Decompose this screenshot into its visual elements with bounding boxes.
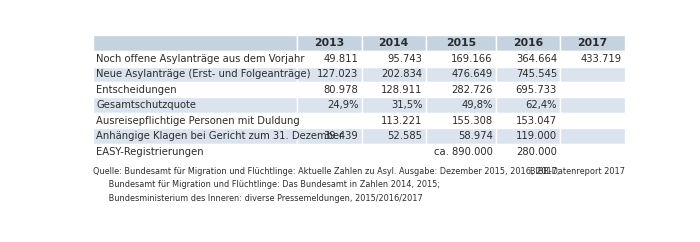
Text: Bundesministerium des Inneren: diverse Pressemeldungen, 2015/2016/2017: Bundesministerium des Inneren: diverse P… [93,194,423,203]
Text: 113.221: 113.221 [382,116,423,126]
Bar [496,82,560,98]
Text: Anhängige Klagen bei Gericht zum 31. Dezember: Anhängige Klagen bei Gericht zum 31. Dez… [96,131,343,141]
Bar [298,82,361,98]
Text: 31,5%: 31,5% [391,100,423,110]
Text: 127.023: 127.023 [317,69,358,79]
Bar [298,98,361,113]
Bar [361,51,426,67]
Bar [298,35,361,51]
Bar [361,129,426,144]
Bar [298,51,361,67]
Bar [560,129,624,144]
Bar [93,144,298,159]
Bar [298,144,361,159]
Bar [361,82,426,98]
Bar [426,67,496,82]
Bar [361,113,426,129]
Text: 153.047: 153.047 [516,116,557,126]
Text: 282.726: 282.726 [452,85,493,95]
Text: 119.000: 119.000 [516,131,557,141]
Bar [496,35,560,51]
Text: 2015: 2015 [446,38,476,48]
Bar [93,82,298,98]
Bar [560,51,624,67]
Bar [560,35,624,51]
Bar [560,67,624,82]
Text: 39.439: 39.439 [323,131,358,141]
Text: 58.974: 58.974 [458,131,493,141]
Text: 433.719: 433.719 [580,54,622,64]
Text: 128.911: 128.911 [382,85,423,95]
Text: 52.585: 52.585 [388,131,423,141]
Bar [426,129,496,144]
Text: Quelle: Bundesamt für Migration und Flüchtlinge: Aktuelle Zahlen zu Asyl. Ausgab: Quelle: Bundesamt für Migration und Flüc… [93,167,559,176]
Text: 476.649: 476.649 [452,69,493,79]
Bar [560,98,624,113]
Text: 80.978: 80.978 [323,85,358,95]
Bar [426,144,496,159]
Text: 280.000: 280.000 [516,147,557,157]
Bar [298,129,361,144]
Text: 2014: 2014 [379,38,409,48]
Bar [560,113,624,129]
Bar [93,51,298,67]
Text: Noch offene Asylanträge aus dem Vorjahr: Noch offene Asylanträge aus dem Vorjahr [96,54,304,64]
Bar [496,98,560,113]
Bar [426,82,496,98]
Bar [426,51,496,67]
Bar [93,98,298,113]
Text: 24,9%: 24,9% [327,100,358,110]
Text: 62,4%: 62,4% [526,100,557,110]
Bar [298,113,361,129]
Text: 695.733: 695.733 [516,85,557,95]
Bar [298,67,361,82]
Text: 745.545: 745.545 [516,69,557,79]
Bar [560,82,624,98]
Bar [496,51,560,67]
Bar [496,129,560,144]
Text: Bundesamt für Migration und Flüchtlinge: Das Bundesamt in Zahlen 2014, 2015;: Bundesamt für Migration und Flüchtlinge:… [93,180,440,189]
Bar [361,98,426,113]
Bar [93,35,298,51]
Bar [496,113,560,129]
Bar [496,144,560,159]
Text: 364.664: 364.664 [516,54,557,64]
Text: 2017: 2017 [578,38,608,48]
Text: 2016: 2016 [513,38,543,48]
Text: 95.743: 95.743 [388,54,423,64]
Bar [93,129,298,144]
Text: 2013: 2013 [314,38,344,48]
Text: EASY-Registrierungen: EASY-Registrierungen [96,147,204,157]
Text: BIBB-Datenreport 2017: BIBB-Datenreport 2017 [530,167,624,176]
Text: Gesamtschutzquote: Gesamtschutzquote [96,100,196,110]
Bar [361,35,426,51]
Bar [93,67,298,82]
Text: ca. 890.000: ca. 890.000 [434,147,493,157]
Bar [426,35,496,51]
Text: 202.834: 202.834 [382,69,423,79]
Bar [426,98,496,113]
Bar [361,67,426,82]
Text: 49,8%: 49,8% [461,100,493,110]
Text: 155.308: 155.308 [452,116,493,126]
Bar [496,67,560,82]
Bar [361,144,426,159]
Text: 169.166: 169.166 [451,54,493,64]
Bar [560,144,624,159]
Text: Entscheidungen: Entscheidungen [96,85,177,95]
Bar [93,113,298,129]
Bar [426,113,496,129]
Text: Neue Asylanträge (Erst- und Folgeanträge): Neue Asylanträge (Erst- und Folgeanträge… [96,69,311,79]
Text: 49.811: 49.811 [323,54,358,64]
Text: Ausreisepflichtige Personen mit Duldung: Ausreisepflichtige Personen mit Duldung [96,116,300,126]
